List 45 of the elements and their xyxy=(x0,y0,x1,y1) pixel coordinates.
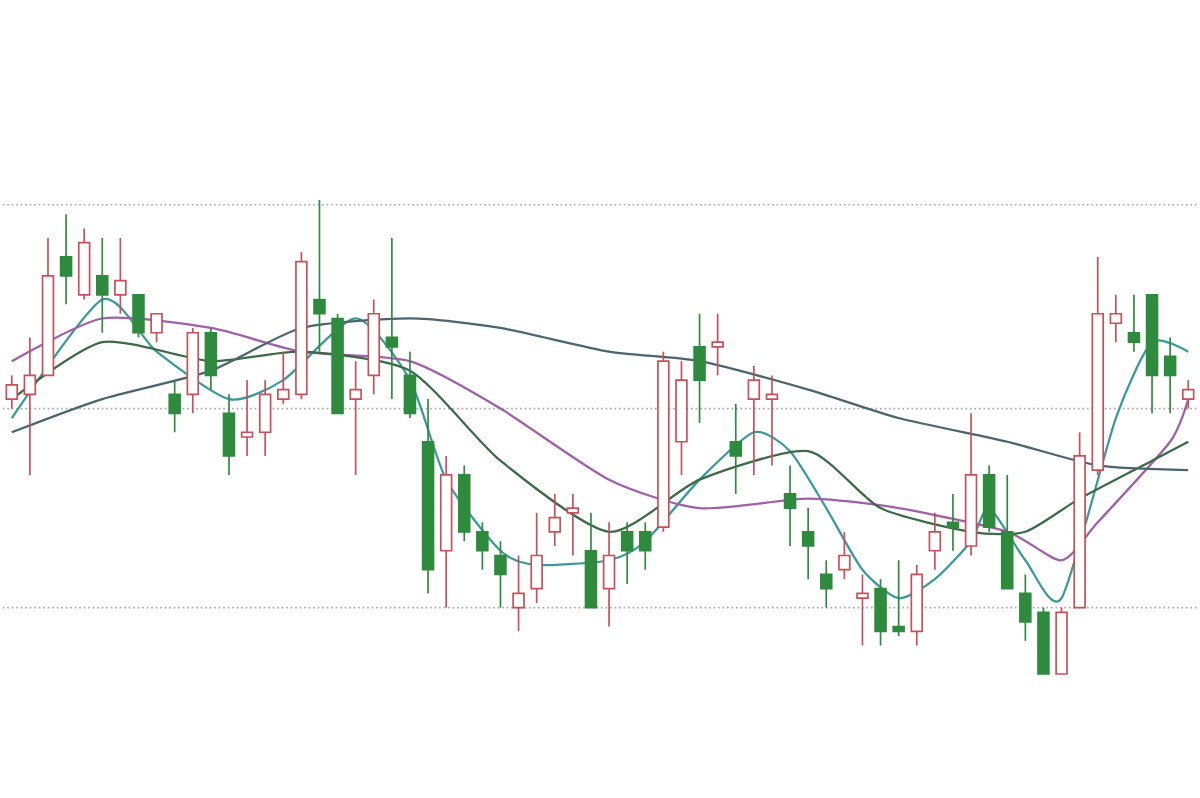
candlestick xyxy=(801,507,815,581)
candlestick xyxy=(476,521,489,571)
candlestick xyxy=(150,312,163,344)
candlestick xyxy=(892,559,905,637)
candlestick xyxy=(747,365,761,476)
candlestick xyxy=(1181,379,1195,410)
candlestick xyxy=(114,237,127,315)
candlestick xyxy=(765,374,779,467)
candlestick xyxy=(566,493,580,557)
candlestick xyxy=(222,393,236,476)
candlestick xyxy=(530,511,543,604)
candlestick xyxy=(711,312,724,377)
candlestick xyxy=(783,464,797,547)
candlestick xyxy=(856,573,869,647)
candlestick xyxy=(1163,336,1177,415)
candlestick xyxy=(132,293,145,339)
candlestick xyxy=(548,493,562,547)
candlestick xyxy=(5,374,19,410)
candlestick xyxy=(1109,293,1123,344)
candlestick xyxy=(693,312,706,424)
candlestick xyxy=(819,559,833,609)
candlestick xyxy=(946,493,960,552)
candlestick xyxy=(59,213,73,306)
candlestick xyxy=(385,237,399,400)
candlestick xyxy=(494,540,507,609)
candlestick xyxy=(240,379,254,457)
candlestick xyxy=(1127,293,1141,353)
candlestick xyxy=(874,578,887,647)
candlestick xyxy=(838,530,851,581)
candlestick xyxy=(620,521,634,585)
candlestick xyxy=(349,360,362,476)
candlestick xyxy=(277,350,290,405)
candlestick xyxy=(313,199,326,353)
candlestick xyxy=(204,327,218,391)
candlestick xyxy=(638,521,652,571)
candlestick xyxy=(258,379,272,457)
candlestick xyxy=(512,554,525,633)
candlestick xyxy=(168,379,181,434)
candlestick xyxy=(96,237,109,334)
candlestick xyxy=(729,402,743,495)
candlestick xyxy=(928,511,942,571)
candlestick xyxy=(403,350,417,419)
candlestick xyxy=(23,336,37,476)
candlestick xyxy=(602,521,616,628)
candlestick xyxy=(1019,573,1032,642)
